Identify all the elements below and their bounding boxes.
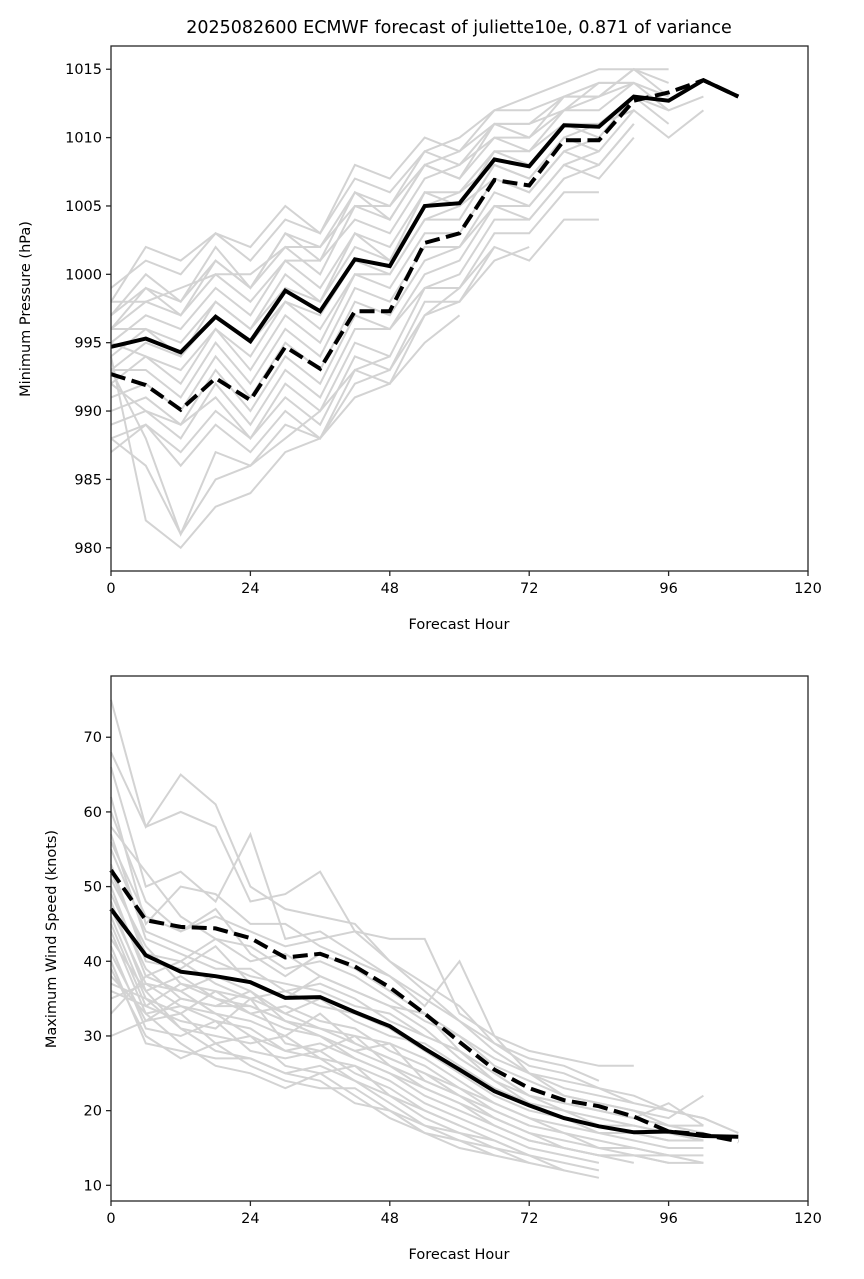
pressure-ensemble-members: [110, 67, 705, 550]
pressure-ensemble-member-line: [110, 136, 600, 372]
pressure-x-axis-label: Forecast Hour: [409, 617, 510, 633]
wind-x-tick-label: 72: [520, 1211, 538, 1227]
pressure-mean-line: [110, 77, 740, 355]
pressure-y-axis-label: Minimum Pressure (hPa): [18, 221, 34, 397]
wind-ensemble-member-line: [110, 916, 669, 1157]
wind-ensemble-member-line: [110, 982, 669, 1164]
pressure-ensemble-member-line: [110, 314, 461, 550]
pressure-ensemble-member-line: [110, 67, 670, 317]
pressure-y-tick-label: 1005: [65, 199, 102, 215]
pressure-x-tick-label: 96: [659, 581, 677, 597]
wind-chart: 0 24 48 72 96 120 10 20 30 40 50 60 70 Forecast Hour…: [44, 675, 822, 1263]
wind-x-tick-label: 96: [659, 1211, 677, 1227]
pressure-ensemble-member-line: [110, 218, 599, 454]
pressure-x-tick-label: 24: [241, 581, 259, 597]
wind-x-tick-label: 120: [794, 1211, 822, 1227]
wind-ensemble-member-line: [110, 975, 495, 1157]
wind-mean-lines: [109, 869, 739, 1144]
pressure-y-tick-label: 995: [74, 336, 102, 352]
pressure-ensemble-member-line: [111, 81, 704, 304]
pressure-ensemble-member-line: [110, 123, 635, 386]
wind-x-tick-label: 0: [106, 1211, 115, 1227]
wind-x-axis-label: Forecast Hour: [409, 1247, 510, 1263]
pressure-y-tick-label: 980: [74, 541, 102, 557]
wind-axes: 0 24 48 72 96 120 10 20 30 40 50 60 70: [84, 675, 822, 1227]
wind-plot-frame: [110, 675, 809, 1202]
pressure-ensemble-member-line: [110, 81, 669, 289]
wind-mean-line: [109, 907, 739, 1139]
pressure-ensemble-member-line: [110, 355, 391, 537]
pressure-plot-frame: [110, 45, 809, 572]
wind-x-tick-label: 24: [241, 1211, 259, 1227]
wind-ensemble-member-line: [110, 960, 565, 1172]
pressure-ensemble-member-line: [110, 150, 600, 413]
wind-weighted-line: [109, 869, 739, 1144]
wind-y-tick-label: 10: [84, 1178, 102, 1194]
wind-y-axis-label: Maximum Wind Speed (knots): [44, 830, 60, 1048]
wind-ensemble-member-line: [110, 886, 669, 1142]
pressure-ensemble-member-line: [110, 68, 669, 303]
figure-title: 2025082600 ECMWF forecast of juliette10e…: [186, 18, 732, 38]
wind-ensemble-member-line: [110, 871, 739, 1134]
pressure-x-tick-label: 72: [520, 581, 538, 597]
pressure-x-tick-label: 0: [106, 581, 115, 597]
wind-ensemble-member-line: [110, 848, 704, 1142]
wind-y-tick-label: 70: [84, 730, 102, 746]
pressure-x-tick-label: 48: [381, 581, 399, 597]
wind-ensemble-member-line: [110, 751, 600, 1082]
wind-y-tick-label: 30: [84, 1029, 102, 1045]
pressure-ensemble-member-line: [110, 81, 634, 330]
wind-ensemble-member-line: [110, 811, 739, 1134]
wind-y-tick-label: 50: [84, 880, 102, 896]
pressure-axes: 0 24 48 72 96 120 980 985 990 995 1000 1005 1010 1015: [65, 45, 822, 597]
wind-y-tick-label: 40: [84, 954, 102, 970]
pressure-y-tick-label: 985: [74, 472, 102, 488]
wind-x-tick-label: 48: [381, 1211, 399, 1227]
wind-y-tick-label: 60: [84, 805, 102, 821]
pressure-y-tick-label: 1015: [65, 62, 102, 78]
pressure-y-tick-label: 1000: [65, 267, 102, 283]
pressure-x-tick-label: 120: [794, 581, 822, 597]
wind-ensemble-members: [110, 699, 739, 1179]
pressure-y-tick-label: 1010: [65, 131, 102, 147]
wind-ensemble-member-line: [110, 982, 530, 1157]
pressure-mean-lines: [110, 77, 740, 413]
wind-ensemble-member-line: [110, 833, 704, 1127]
pressure-ensemble-member-line: [110, 177, 565, 440]
wind-ensemble-member-line: [110, 766, 635, 1105]
wind-ensemble-member-line: [110, 699, 634, 1067]
pressure-ensemble-member-line: [110, 191, 599, 441]
wind-ensemble-member-line: [110, 953, 600, 1179]
pressure-ensemble-member-line: [110, 82, 635, 330]
pressure-chart: 0 24 48 72 96 120 980 985 990 995 1000 1005 1010 1015…: [18, 45, 822, 633]
pressure-y-tick-label: 990: [74, 404, 102, 420]
wind-ensemble-member-line: [110, 982, 460, 1127]
wind-y-tick-label: 20: [84, 1104, 102, 1120]
